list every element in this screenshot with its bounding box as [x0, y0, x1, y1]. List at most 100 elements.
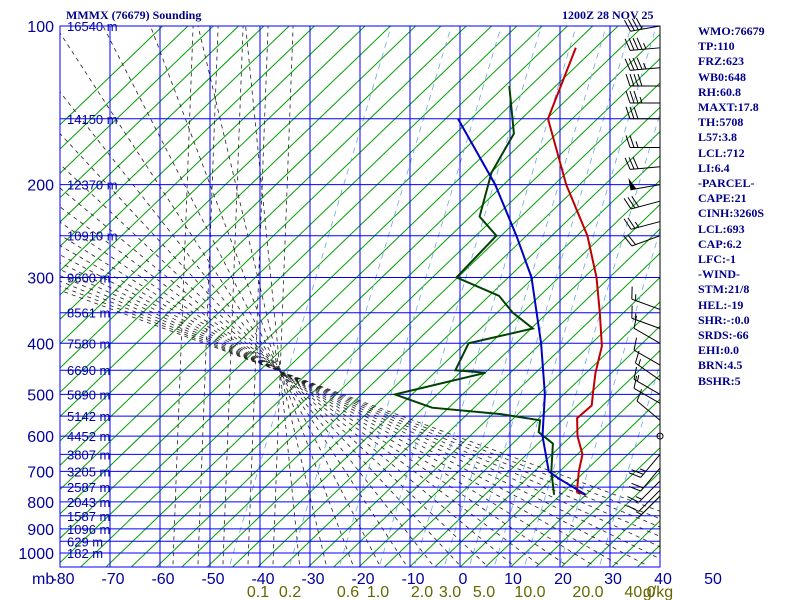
wind-barb-full: [633, 106, 639, 119]
wind-barb-full: [629, 135, 635, 148]
wind-barb: [633, 366, 661, 395]
index-line: LCL:693: [698, 221, 745, 236]
wind-barb-full: [627, 19, 635, 31]
wind-barb: [624, 37, 661, 51]
wind-barb: [625, 106, 660, 120]
temperature-labels: mb-80 -70 -60 -50 -40 -30 -20 -10 0 10 20 30 40 50: [32, 571, 722, 588]
dry-adiabat-line: [60, 26, 315, 272]
pressure-label: 200: [27, 178, 54, 195]
temperature-tick-label: 10: [504, 571, 522, 588]
wind-barb-full: [631, 469, 644, 475]
wind-barb-half: [634, 221, 640, 228]
dry-adiabat-line: [232, 155, 660, 567]
pressure-label: 700: [27, 464, 54, 481]
wind-barb: [625, 135, 660, 148]
index-line: BSHR:5: [698, 373, 741, 388]
wind-barb-full: [631, 18, 639, 31]
wind-barb-full: [625, 90, 631, 104]
wind-barb-full: [633, 315, 638, 329]
height-label: 3205 m: [67, 464, 110, 479]
height-label: 3807 m: [67, 447, 110, 462]
mixing-ratio-label: 1.0: [367, 584, 389, 600]
moist-adiabat-line: [60, 245, 619, 565]
wind-barb-staff: [631, 317, 661, 329]
wind-barb-full: [623, 19, 631, 32]
mixing-ratio-labels: 0.1 0.2 0.6 1.0 2.0 3.0 5.0 10.0 20.0 40.0g/kg: [247, 584, 673, 600]
wind-barb-half: [639, 96, 643, 104]
temperature-tick-label: -10: [401, 571, 424, 588]
wind-barb: [635, 495, 661, 518]
height-label: 2587 m: [67, 480, 110, 495]
height-label: 1587 m: [67, 509, 110, 524]
index-line: -PARCEL-: [698, 176, 755, 191]
height-label: 10910 m: [67, 229, 118, 244]
dry-adiabat-line: [60, 26, 290, 248]
index-line: WMO:76679: [698, 24, 765, 38]
wind-barb-full: [632, 37, 639, 50]
wind-barb-staff: [636, 400, 661, 421]
height-label: 14150 m: [67, 112, 118, 127]
moist-adiabat-line: [60, 280, 660, 528]
mixing-ratio-line: [559, 229, 660, 565]
wind-barb-half: [635, 511, 642, 515]
wind-barb: [631, 286, 661, 310]
dry-adiabats: [60, 26, 660, 567]
wind-barb: [623, 217, 661, 230]
moist-adiabat-line: [197, 26, 327, 565]
wind-barb-staff: [638, 495, 661, 518]
temperature-tick-label: -40: [251, 571, 274, 588]
index-line: BRN:4.5: [698, 358, 743, 373]
moist-adiabat-line: [60, 234, 592, 565]
moist-adiabat-line: [60, 269, 660, 548]
index-line: LI:6.4: [698, 160, 730, 175]
moist-adiabat-line: [222, 26, 244, 565]
wind-barb-staff: [631, 298, 661, 310]
mixing-ratio-line: [444, 26, 607, 565]
isobars: [59, 25, 661, 568]
moist-adiabats: [60, 26, 660, 565]
mixing-ratio-label: 0.6: [337, 584, 359, 600]
dry-adiabat-line: [60, 26, 543, 491]
wind-barb-full: [627, 505, 640, 512]
mixing-ratio-lines: [229, 26, 660, 565]
wind-barb-staff: [633, 387, 661, 404]
parcel-line: [457, 118, 587, 496]
temperature-tick-label: 50: [704, 571, 722, 588]
wind-barb: [625, 90, 660, 104]
dry-adiabat-line: [60, 26, 341, 296]
wind-barb-full: [627, 197, 636, 209]
height-label: 5142 m: [67, 409, 110, 424]
mixing-ratio-line: [599, 362, 660, 565]
pressure-label: 1000: [18, 546, 54, 563]
wind-barb: [627, 489, 661, 512]
height-label: 7580 m: [67, 336, 110, 351]
dry-adiabat-line: [60, 26, 391, 345]
temperature-tick-label: 30: [604, 571, 622, 588]
temperature-line: [546, 47, 603, 496]
moist-adiabat-line: [247, 26, 269, 565]
wind-barb-half: [635, 141, 639, 148]
wind-barb-full: [632, 156, 639, 169]
height-label: 1096 m: [67, 522, 110, 537]
wind-barb-staff: [630, 25, 661, 32]
wind-barb-staff: [633, 378, 661, 395]
wind-barb-full: [627, 496, 640, 503]
wind-barb-half: [635, 496, 642, 500]
index-line: LFC:-1: [698, 252, 736, 267]
pressure-label: 600: [27, 429, 54, 446]
wind-barb-full: [625, 73, 631, 87]
wind-barb-full: [636, 57, 643, 70]
index-line: -WIND-: [698, 267, 740, 282]
wind-barb-full: [633, 90, 639, 104]
dry-adiabat-line: [257, 179, 660, 567]
wind-barb-full: [623, 218, 632, 230]
wind-barb-full: [635, 17, 643, 30]
wind-barb: [623, 196, 661, 210]
pressure-label: 100: [27, 19, 54, 36]
index-line: SRDS:-66: [698, 328, 749, 343]
wind-barb-full: [631, 196, 640, 208]
wind-barb-staff: [640, 454, 661, 478]
dry-adiabat-line: [434, 349, 660, 567]
index-line: HEL:-19: [698, 297, 744, 312]
wind-barb-staff: [631, 235, 661, 247]
